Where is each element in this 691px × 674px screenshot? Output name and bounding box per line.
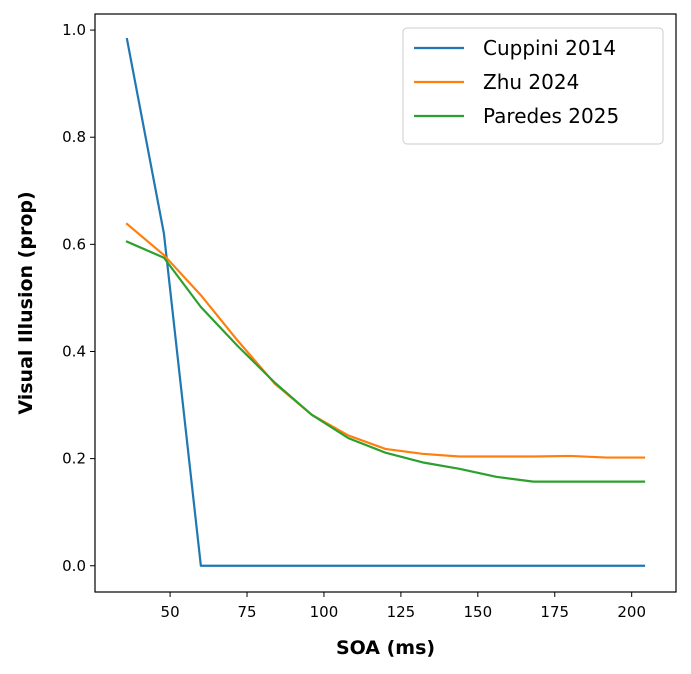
legend-label: Cuppini 2014 xyxy=(483,36,616,60)
legend-label: Zhu 2024 xyxy=(483,70,579,94)
series-line-cuppini-2014 xyxy=(125,37,646,567)
x-tick-label: 50 xyxy=(161,603,180,621)
series-line-zhu-2024 xyxy=(125,222,646,459)
x-axis: 50 75 100 125 150 175 200 xyxy=(161,592,646,621)
plot-frame xyxy=(94,13,677,593)
x-tick-label: 100 xyxy=(310,603,339,621)
legend: Cuppini 2014 Zhu 2024 Paredes 2025 xyxy=(402,27,664,145)
series-line-paredes-2025 xyxy=(125,240,646,483)
y-tick-label: 0.8 xyxy=(62,128,86,146)
legend-label: Paredes 2025 xyxy=(483,104,619,128)
series-layer xyxy=(125,37,646,567)
x-tick-label: 200 xyxy=(617,603,646,621)
legend-box xyxy=(402,27,664,145)
x-tick-label: 125 xyxy=(387,603,416,621)
y-axis-label: Visual Illusion (prop) xyxy=(15,191,37,414)
y-tick-label: 0.2 xyxy=(62,450,86,468)
y-tick-label: 0.6 xyxy=(62,235,86,253)
y-tick-label: 1.0 xyxy=(62,21,86,39)
y-tick-label: 0.0 xyxy=(62,557,86,575)
x-axis-label: SOA (ms) xyxy=(336,637,435,659)
x-tick-label: 175 xyxy=(540,603,569,621)
x-tick-label: 150 xyxy=(463,603,492,621)
y-axis: 0.0 0.2 0.4 0.6 0.8 1.0 xyxy=(62,21,95,575)
y-tick-label: 0.4 xyxy=(62,342,86,360)
x-tick-label: 75 xyxy=(237,603,256,621)
